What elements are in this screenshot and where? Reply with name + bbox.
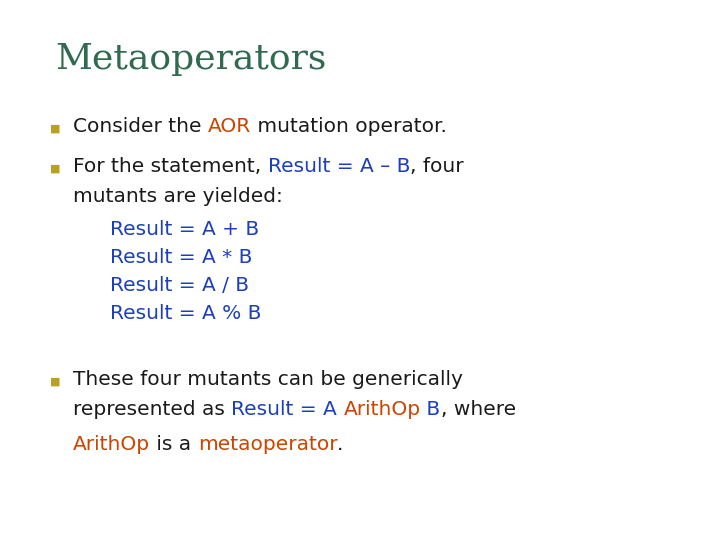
Text: Result = A – B: Result = A – B [268,157,410,176]
Text: ■: ■ [50,124,60,134]
Text: mutation operator.: mutation operator. [251,117,447,136]
Text: represented as: represented as [73,400,231,419]
Text: Result = A + B: Result = A + B [110,220,259,239]
Text: ■: ■ [50,377,60,387]
Text: , where: , where [441,400,516,419]
Text: ArithOp: ArithOp [73,435,150,454]
Text: AOR: AOR [208,117,251,136]
Text: B: B [420,400,441,419]
Text: , four: , four [410,157,464,176]
Text: These four mutants can be generically: These four mutants can be generically [73,370,463,389]
Text: For the statement,: For the statement, [73,157,268,176]
Text: ArithOp: ArithOp [343,400,420,419]
Text: .: . [337,435,343,454]
Text: ■: ■ [50,164,60,174]
Text: Metaoperators: Metaoperators [55,42,326,76]
Text: is a: is a [150,435,197,454]
Text: mutants are yielded:: mutants are yielded: [73,187,283,206]
Text: Result = A / B: Result = A / B [110,276,249,295]
Text: Result = A: Result = A [231,400,343,419]
Text: Result = A % B: Result = A % B [110,304,261,323]
Text: metaoperator: metaoperator [197,435,337,454]
Text: Result = A * B: Result = A * B [110,248,253,267]
Text: Consider the: Consider the [73,117,208,136]
